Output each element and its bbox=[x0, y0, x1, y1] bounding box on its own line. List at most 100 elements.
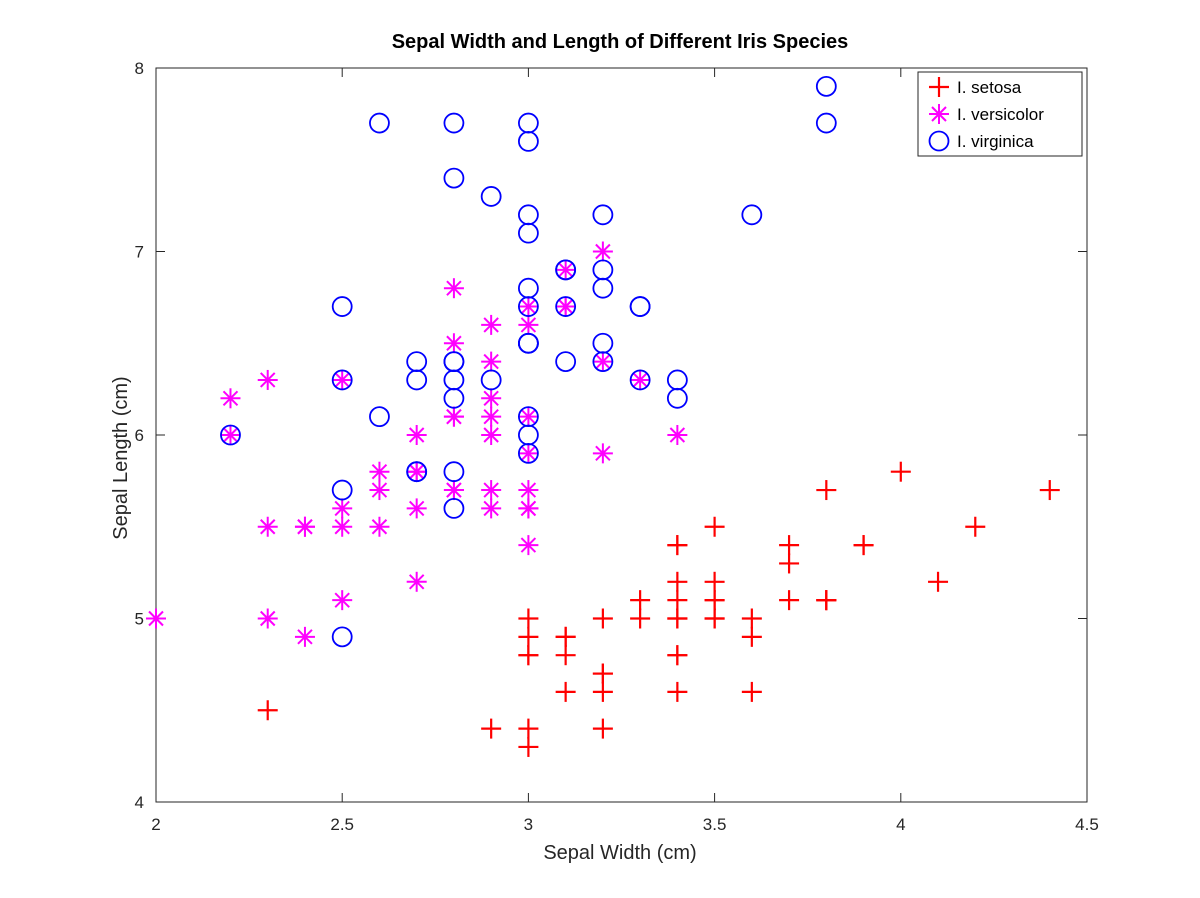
point-plus bbox=[779, 553, 800, 574]
point-asterisk bbox=[518, 406, 539, 427]
point-plus bbox=[741, 626, 762, 647]
point-asterisk bbox=[555, 259, 576, 280]
legend-marker-asterisk bbox=[929, 104, 949, 124]
point-asterisk bbox=[294, 516, 315, 537]
point-circle bbox=[518, 112, 539, 134]
point-asterisk bbox=[518, 480, 539, 501]
point-plus bbox=[965, 516, 986, 537]
point-asterisk bbox=[518, 498, 539, 519]
point-plus bbox=[1039, 480, 1060, 501]
point-asterisk bbox=[443, 480, 464, 501]
point-asterisk bbox=[481, 498, 502, 519]
point-circle bbox=[741, 204, 763, 226]
legend: I. setosa I. versicolor I. virginica bbox=[917, 71, 1083, 157]
x-tick-label: 4.5 bbox=[1075, 815, 1099, 834]
point-asterisk bbox=[443, 278, 464, 299]
point-plus bbox=[555, 645, 576, 666]
point-asterisk bbox=[443, 333, 464, 354]
x-tick-label: 3 bbox=[524, 815, 533, 834]
point-circle bbox=[369, 406, 390, 428]
point-plus bbox=[779, 590, 800, 611]
point-asterisk bbox=[146, 608, 166, 629]
point-circle bbox=[480, 369, 502, 391]
point-plus bbox=[667, 535, 688, 556]
series-3-points bbox=[220, 75, 837, 648]
point-circle bbox=[592, 204, 614, 226]
point-circle bbox=[815, 75, 837, 97]
point-asterisk bbox=[332, 498, 353, 519]
point-circle bbox=[443, 461, 465, 483]
data-points bbox=[146, 75, 1060, 757]
point-plus bbox=[555, 626, 576, 647]
point-asterisk bbox=[592, 351, 613, 372]
y-axis-label: Sepal Length (cm) bbox=[110, 376, 132, 539]
legend-item: I. versicolor bbox=[929, 104, 1044, 124]
y-tick-label: 4 bbox=[135, 793, 144, 812]
point-asterisk bbox=[257, 608, 278, 629]
point-asterisk bbox=[592, 241, 613, 262]
point-circle bbox=[480, 186, 502, 207]
chart-title: Sepal Width and Length of Different Iris… bbox=[392, 31, 849, 53]
point-asterisk bbox=[257, 369, 278, 390]
point-asterisk bbox=[481, 480, 502, 501]
point-asterisk bbox=[667, 425, 688, 445]
point-circle bbox=[518, 332, 539, 354]
point-asterisk bbox=[518, 296, 539, 317]
point-asterisk bbox=[481, 425, 502, 445]
plot-axes: 2 2.5 3 3.5 4 4.5 4 5 6 7 8 bbox=[135, 59, 1099, 834]
point-asterisk bbox=[406, 571, 427, 592]
point-asterisk bbox=[220, 388, 241, 409]
point-plus bbox=[667, 590, 688, 611]
point-circle bbox=[555, 259, 577, 281]
point-asterisk bbox=[518, 443, 539, 464]
point-asterisk bbox=[518, 535, 539, 556]
point-plus bbox=[741, 681, 762, 702]
point-plus bbox=[704, 590, 725, 611]
point-plus bbox=[630, 608, 651, 629]
point-plus bbox=[928, 571, 949, 592]
point-asterisk bbox=[369, 461, 390, 482]
legend-marker-plus bbox=[929, 77, 949, 97]
y-tick-label: 7 bbox=[135, 243, 144, 262]
point-plus bbox=[592, 608, 613, 629]
point-circle bbox=[331, 296, 353, 317]
point-plus bbox=[592, 663, 613, 684]
point-circle bbox=[555, 296, 577, 317]
point-plus bbox=[518, 718, 539, 739]
point-plus bbox=[257, 700, 278, 721]
point-asterisk bbox=[592, 443, 613, 464]
point-circle bbox=[220, 424, 241, 446]
point-circle bbox=[555, 351, 577, 373]
point-plus bbox=[555, 681, 576, 702]
point-circle bbox=[443, 369, 465, 391]
point-asterisk bbox=[518, 314, 539, 335]
point-plus bbox=[741, 608, 762, 629]
point-plus bbox=[667, 645, 688, 666]
point-circle bbox=[815, 112, 837, 134]
point-asterisk bbox=[257, 516, 278, 537]
legend-label: I. versicolor bbox=[957, 105, 1044, 124]
point-plus bbox=[630, 590, 651, 611]
y-tick-label: 5 bbox=[135, 610, 144, 629]
point-circle bbox=[331, 626, 353, 648]
point-asterisk bbox=[481, 351, 502, 372]
point-asterisk bbox=[332, 369, 353, 390]
x-axis-label: Sepal Width (cm) bbox=[543, 842, 696, 864]
point-asterisk bbox=[406, 461, 427, 482]
point-asterisk bbox=[332, 590, 353, 611]
y-tick-label: 8 bbox=[135, 59, 144, 78]
point-plus bbox=[518, 626, 539, 647]
point-circle bbox=[331, 479, 353, 501]
point-plus bbox=[853, 535, 874, 556]
point-asterisk bbox=[481, 406, 502, 427]
point-circle bbox=[443, 167, 465, 189]
point-asterisk bbox=[220, 425, 241, 445]
point-asterisk bbox=[406, 498, 427, 519]
point-plus bbox=[816, 480, 837, 501]
legend-item: I. virginica bbox=[928, 130, 1034, 152]
point-plus bbox=[518, 736, 539, 757]
x-tick-label: 2 bbox=[151, 815, 160, 834]
point-plus bbox=[704, 608, 725, 629]
point-plus bbox=[704, 516, 725, 537]
